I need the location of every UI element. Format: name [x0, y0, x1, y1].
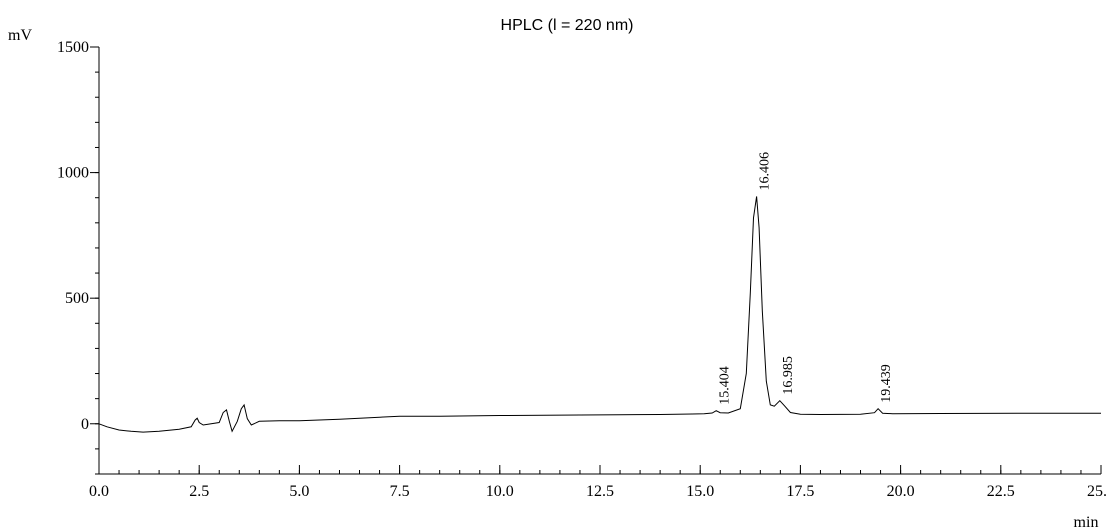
chromatogram-trace	[98, 196, 1101, 433]
x-tick-label: 10.0	[486, 483, 514, 500]
x-tick-label: 0.0	[89, 483, 109, 500]
axes	[98, 47, 1101, 475]
peak-retention-label: 15.404	[717, 366, 732, 405]
x-tick-label: 2.5	[189, 483, 209, 500]
peak-retention-label: 16.985	[781, 356, 796, 395]
x-tick-label: 20.0	[887, 483, 915, 500]
axis-ticks	[90, 46, 1102, 475]
peak-retention-label: 16.406	[758, 152, 773, 191]
x-tick-label: 12.5	[586, 483, 614, 500]
x-tick-label: 17.5	[786, 483, 814, 500]
y-axis-unit-label: mV	[8, 27, 32, 44]
y-tick-label: 0	[81, 416, 89, 433]
axis-tick-labels: 0.0 2.5 5.0 7.5 10.0 12.5 15.0 17.5 20.0 22.5 25.0…	[57, 39, 1106, 500]
x-tick-label: 25.0	[1087, 483, 1106, 500]
peak-retention-label: 19.439	[879, 364, 894, 403]
x-tick-label: 5.0	[289, 483, 309, 500]
x-axis-unit-label: min	[1074, 514, 1099, 529]
x-tick-label: 7.5	[390, 483, 410, 500]
chromatogram-traces	[98, 196, 1101, 433]
y-tick-label: 1000	[57, 165, 89, 182]
x-tick-label: 22.5	[987, 483, 1015, 500]
chart-title: HPLC (l = 220 nm)	[501, 17, 634, 34]
peak-labels: 15.404 16.406 16.985 19.439	[717, 152, 894, 405]
y-tick-label: 500	[65, 290, 89, 307]
y-tick-label: 1500	[57, 39, 89, 56]
x-tick-label: 15.0	[686, 483, 714, 500]
